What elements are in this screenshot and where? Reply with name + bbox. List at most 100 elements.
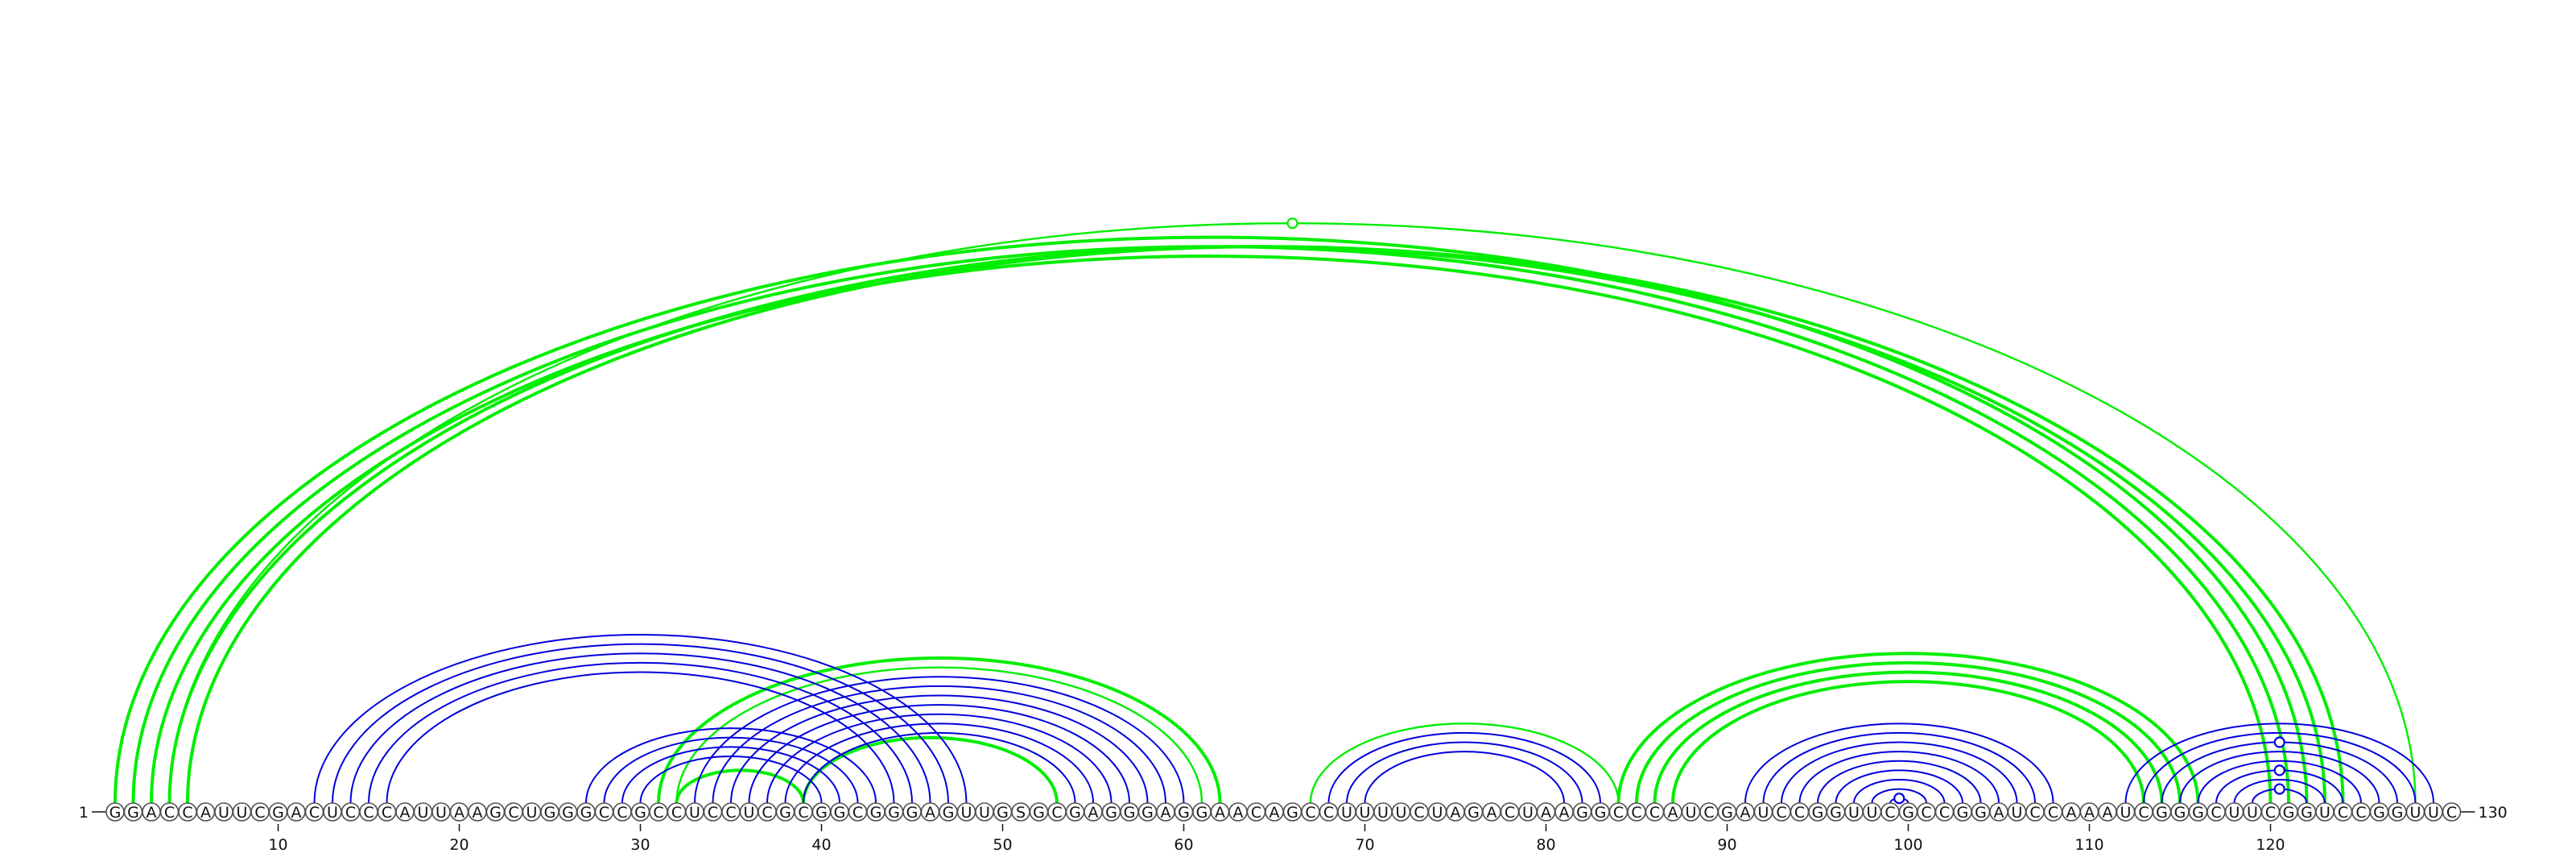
- tick-label-20: 20: [449, 836, 469, 854]
- nucleotide-letter-56: G: [1105, 804, 1117, 822]
- nucleotide-letter-52: G: [1033, 804, 1045, 822]
- tick-label-120: 120: [2256, 836, 2285, 854]
- nucleotide-letter-19: U: [436, 804, 447, 822]
- nucleotide-letter-59: A: [1161, 804, 1171, 822]
- blue-arc-96-103: [1835, 769, 1963, 804]
- nucleotide-letter-108: C: [2048, 804, 2058, 822]
- nucleotide-letter-84: C: [1613, 804, 1624, 822]
- nucleotide-letter-78: C: [1505, 804, 1515, 822]
- blue-arc-97-102: [1853, 779, 1946, 804]
- nucleotide-letter-100: G: [1902, 804, 1914, 822]
- nucleotide-letter-106: U: [2012, 804, 2023, 822]
- nucleotide-letter-64: C: [1251, 804, 1261, 822]
- blue-arc-93-106: [1781, 741, 2018, 804]
- nucleotide-letter-104: G: [1975, 804, 1987, 822]
- nucleotide-letter-92: U: [1758, 804, 1769, 822]
- nucleotide-letter-82: G: [1576, 804, 1588, 822]
- blue-arc-15-45: [368, 661, 913, 804]
- nucleotide-letter-27: G: [580, 804, 592, 822]
- nucleotide-letter-116: G: [2192, 804, 2204, 822]
- nucleotide-letter-49: U: [979, 804, 990, 822]
- nucleotide-letter-76: G: [1468, 804, 1480, 822]
- blue-arc-35-58: [730, 694, 1149, 804]
- nucleotide-letter-42: C: [852, 804, 863, 822]
- ticks-layer: 10 20 30 40 50 60 70 80 90 100 110 120: [268, 824, 2285, 854]
- blue-arc-34-59: [712, 685, 1166, 804]
- tick-label-30: 30: [630, 836, 650, 854]
- nucleotide-letter-12: C: [309, 804, 320, 822]
- nucleotide-letter-62: A: [1215, 804, 1225, 822]
- blue-arc-27-43: [585, 727, 877, 804]
- nucleotide-letter-114: G: [2156, 804, 2168, 822]
- blue-arc-92-107: [1762, 731, 2036, 804]
- nucleotide-letter-20: A: [454, 804, 464, 822]
- nucleotide-letter-95: G: [1812, 804, 1824, 822]
- nucleotide-letter-111: A: [2103, 804, 2113, 822]
- blue-arc-marker-99-100: [1893, 793, 1905, 805]
- sequence-start-label: 1: [79, 804, 89, 822]
- nucleotide-letter-16: C: [382, 804, 392, 822]
- blue-arc-39-54: [803, 731, 1076, 804]
- nucleotide-letter-88: U: [1686, 804, 1697, 822]
- nucleotide-letter-71: U: [1377, 804, 1389, 822]
- nucleotide-letter-13: U: [327, 804, 338, 822]
- nucleotide-letter-14: C: [345, 804, 356, 822]
- blue-arc-113-128: [2143, 731, 2417, 804]
- nucleotide-letter-101: C: [1921, 804, 1931, 822]
- blue-arc-115-126: [2179, 751, 2380, 804]
- nucleotide-letter-91: A: [1740, 804, 1751, 822]
- blue-arc-marker-114-127: [2273, 736, 2285, 748]
- nucleotide-letter-126: G: [2373, 804, 2385, 822]
- green-arc-4-123: [167, 245, 2326, 804]
- blue-arc-marker-117-124: [2273, 764, 2285, 776]
- nucleotide-letter-50: G: [997, 804, 1009, 822]
- blue-arc-68-83: [1327, 731, 1601, 804]
- nucleotide-letter-102: C: [1939, 804, 1950, 822]
- nucleotide-letter-124: C: [2338, 804, 2348, 822]
- sequence-end-label: 130: [2479, 804, 2508, 822]
- blue-arc-91-108: [1744, 722, 2054, 804]
- nucleotide-letter-112: U: [2120, 804, 2132, 822]
- green-arc-1-122: [114, 235, 2309, 804]
- nucleotide-letter-119: U: [2247, 804, 2258, 822]
- nucleotide-letter-44: G: [888, 804, 900, 822]
- nucleotide-letter-61: G: [1196, 804, 1208, 822]
- green-arc-85-115: [1635, 660, 2182, 804]
- blue-arc-36-57: [748, 704, 1130, 804]
- nucleotide-letter-83: G: [1595, 804, 1607, 822]
- nucleotide-letter-36: U: [744, 804, 755, 822]
- nucleotide-letter-39: C: [798, 804, 808, 822]
- nucleotide-letter-55: A: [1088, 804, 1099, 822]
- nucleotide-letter-87: A: [1668, 804, 1678, 822]
- blue-arc-98-101: [1871, 788, 1927, 804]
- tick-label-110: 110: [2074, 836, 2103, 854]
- nucleotide-letter-130: C: [2446, 804, 2457, 822]
- blue-arc-94-105: [1798, 751, 2000, 804]
- blue-arc-38-55: [784, 722, 1094, 804]
- nucleotide-letter-65: A: [1269, 804, 1280, 822]
- nucleotide-letter-123: U: [2319, 804, 2330, 822]
- blue-arc-118-123: [2233, 779, 2326, 804]
- nucleotide-letter-24: U: [526, 804, 538, 822]
- nucleotide-letter-63: A: [1233, 804, 1244, 822]
- nucleotide-letter-128: U: [2410, 804, 2421, 822]
- blue-arc-112-129: [2124, 722, 2434, 804]
- nucleotide-letter-125: C: [2355, 804, 2366, 822]
- tick-label-50: 50: [993, 836, 1012, 854]
- nucleotide-letter-28: C: [599, 804, 609, 822]
- nucleotide-letter-120: C: [2265, 804, 2276, 822]
- blue-arc-70-81: [1364, 751, 1565, 804]
- nucleotide-letter-117: C: [2211, 804, 2221, 822]
- tick-label-90: 90: [1717, 836, 1736, 854]
- nucleotide-letter-94: C: [1794, 804, 1805, 822]
- blue-arc-marker-119-122: [2273, 783, 2285, 795]
- nucleotide-circle-130: [2442, 802, 2462, 822]
- nucleotide-letter-107: C: [2029, 804, 2040, 822]
- nucleotide-letter-8: U: [237, 804, 248, 822]
- backbone-layer: 1 130: [79, 804, 2508, 822]
- nucleotide-letter-43: G: [870, 804, 882, 822]
- nucleotide-letter-118: U: [2229, 804, 2240, 822]
- nucleotide-letter-3: A: [147, 804, 157, 822]
- nucleotide-letter-85: C: [1631, 804, 1641, 822]
